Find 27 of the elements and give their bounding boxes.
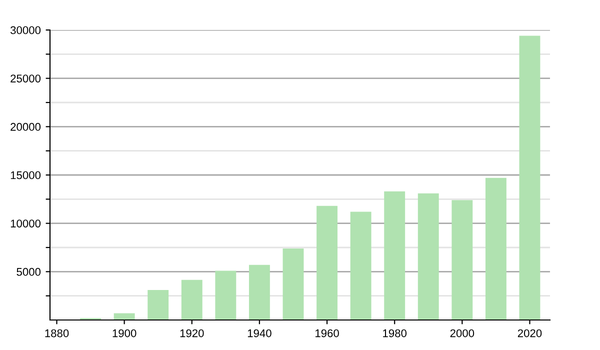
y-tick-label: 10000 [10, 220, 41, 228]
x-tick-label: 1920 [180, 329, 204, 338]
y-tick-label: 15000 [10, 171, 41, 180]
y-tick-label: 20000 [10, 122, 41, 131]
bar [350, 212, 372, 320]
bar [282, 248, 304, 320]
x-tick-label: 1960 [316, 329, 339, 338]
x-tick-label: 1900 [112, 329, 136, 338]
bar [384, 191, 406, 320]
bar [114, 313, 135, 320]
bar [316, 206, 338, 320]
bar [418, 193, 439, 320]
x-tick-label: 2000 [450, 329, 474, 338]
bar [148, 290, 169, 320]
bar [215, 270, 236, 320]
x-tick-label: 1980 [383, 329, 407, 338]
bar [485, 178, 506, 320]
bar [181, 280, 202, 320]
x-tick-label: 2020 [518, 329, 542, 338]
bar [248, 264, 270, 320]
x-tick-label: 1940 [248, 329, 272, 338]
bar [519, 36, 540, 320]
y-tick-label: 30000 [10, 26, 41, 34]
y-tick-label: 25000 [10, 74, 41, 82]
bar [452, 200, 473, 320]
x-tick-label: 1880 [45, 329, 69, 338]
y-tick-label: 5000 [16, 268, 41, 276]
